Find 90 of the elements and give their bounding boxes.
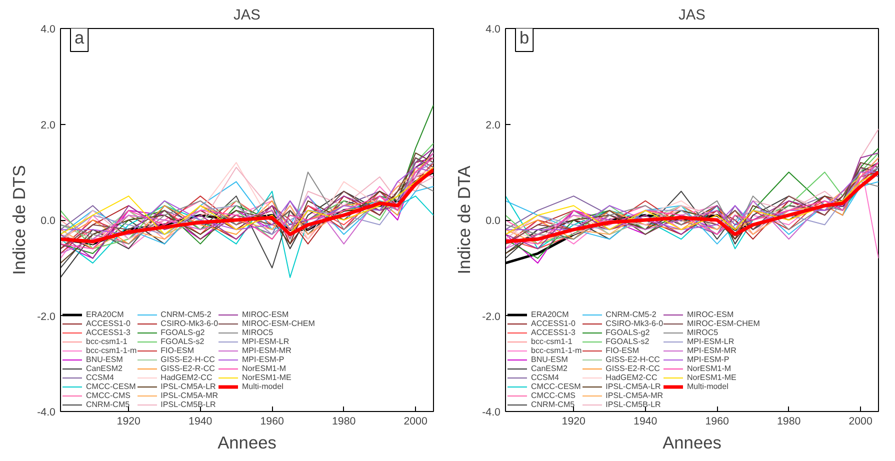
legend-label: IPSL-CM5B-LR <box>606 400 661 409</box>
legend-label: MIROC5 <box>242 328 274 337</box>
legend-label: IPSL-CM5A-LR <box>606 382 661 391</box>
legend-label: ACCESS1-0 <box>531 319 576 328</box>
legend-label: FIO-ESM <box>606 346 640 355</box>
legend-label: IPSL-CM5A-LR <box>160 382 216 391</box>
legend-label: BNU-ESM <box>531 355 568 364</box>
legend-label: IPSL-CM5A-MR <box>160 391 218 400</box>
y-tick-label: -4.0 <box>37 406 56 418</box>
legend-label: CanESM2 <box>531 364 568 373</box>
legend-label: HadGEM2-CC <box>606 373 658 382</box>
legend-label: CNRM-CM5-2 <box>606 310 656 319</box>
legend-label: MPI-ESM-P <box>687 355 730 364</box>
legend-label: CSIRO-Mk3-6-0 <box>606 319 664 328</box>
legend-label: ERA20CM <box>531 310 569 319</box>
x-tick-label: 1960 <box>705 416 730 428</box>
legend-label: CNRM-CM5 <box>531 400 575 409</box>
legend-label: MIROC-ESM-CHEM <box>687 319 760 328</box>
legend-label: CMCC-CESM <box>86 382 136 391</box>
legend-label: CCSM4 <box>531 373 560 382</box>
legend-label: NorESM1-M <box>242 364 286 373</box>
x-tick-label: 1920 <box>562 416 586 428</box>
y-tick-label: 0.0 <box>40 215 56 227</box>
x-tick-label: 2000 <box>848 416 872 428</box>
legend-label: GISS-E2-H-CC <box>160 355 215 364</box>
x-tick-label: 1960 <box>260 416 284 428</box>
legend-label: ACCESS1-3 <box>86 328 130 337</box>
legend-label: NorESM1-ME <box>687 373 736 382</box>
legend-label: GISS-E2-R-CC <box>606 364 660 373</box>
x-axis-title: Annees <box>218 432 277 452</box>
chart-title: JAS <box>678 8 706 24</box>
legend-label: CMCC-CMS <box>86 391 130 400</box>
legend-label: CMCC-CESM <box>531 382 581 391</box>
legend-label: MPI-ESM-LR <box>242 337 290 346</box>
legend-label: MPI-ESM-P <box>242 355 284 364</box>
legend-label: MIROC5 <box>687 328 718 337</box>
legend-label: CNRM-CM5-2 <box>160 310 212 319</box>
legend-label: NorESM1-M <box>687 364 732 373</box>
legend-label: bcc-csm1-1-m <box>86 346 137 355</box>
legend-label: MIROC-ESM <box>242 310 289 319</box>
legend-label: ERA20CM <box>86 310 124 319</box>
y-tick-label: -2.0 <box>482 310 501 323</box>
legend-label: bcc-csm1-1 <box>531 337 572 346</box>
annotation: b <box>520 28 530 48</box>
y-tick-label: 2.0 <box>40 119 56 132</box>
legend-label: BNU-ESM <box>86 355 123 364</box>
legend-label: MPI-ESM-MR <box>242 346 292 355</box>
x-tick-label: 2000 <box>404 416 428 428</box>
legend-label: GISS-E2-H-CC <box>606 355 660 364</box>
legend-label: Multi-model <box>242 382 284 391</box>
legend-label: GISS-E2-R-CC <box>160 364 215 373</box>
y-tick-label: -2.0 <box>37 310 56 323</box>
legend-label: MIROC-ESM-CHEM <box>242 319 315 328</box>
y-tick-label: -4.0 <box>482 406 501 418</box>
legend-label: CSIRO-Mk3-6-0 <box>160 319 218 328</box>
legend-label: FGOALS-g2 <box>160 328 205 337</box>
y-axis-title: Indice de DTA <box>454 165 474 274</box>
x-tick-label: 1980 <box>776 416 801 428</box>
legend-label: bcc-csm1-1 <box>86 337 128 346</box>
y-tick-label: 4.0 <box>40 24 56 36</box>
legend-label: IPSL-CM5A-MR <box>606 391 664 400</box>
annotation: a <box>74 28 84 48</box>
legend-label: FGOALS-s2 <box>160 337 204 346</box>
legend-label: CanESM2 <box>86 364 122 373</box>
legend-label: FGOALS-g2 <box>606 328 650 337</box>
x-tick-label: 1920 <box>116 416 141 428</box>
chart-title: JAS <box>234 8 261 24</box>
legend-label: ACCESS1-0 <box>86 319 130 328</box>
legend-label: FGOALS-s2 <box>606 337 650 346</box>
y-tick-label: 0.0 <box>486 215 501 227</box>
y-axis-title: Indice de DTS <box>9 165 30 275</box>
legend-label: Multi-model <box>687 382 728 391</box>
legend-label: MPI-ESM-LR <box>687 337 734 346</box>
legend-label: CMCC-CMS <box>531 391 576 400</box>
legend-label: MIROC-ESM <box>687 310 734 319</box>
x-tick-label: 1980 <box>332 416 356 428</box>
x-tick-label: 1940 <box>634 416 658 428</box>
legend-label: IPSL-CM5B-LR <box>160 400 216 409</box>
y-tick-label: 4.0 <box>486 24 501 36</box>
legend-label: CNRM-CM5 <box>86 400 130 409</box>
legend-label: HadGEM2-CC <box>160 373 212 382</box>
legend-label: ACCESS1-3 <box>531 328 576 337</box>
legend-label: bcc-csm1-1-m <box>531 346 582 355</box>
x-tick-label: 1940 <box>188 416 212 428</box>
legend-label: MPI-ESM-MR <box>687 346 736 355</box>
x-axis-title: Annees <box>662 432 722 452</box>
y-tick-label: 2.0 <box>486 119 501 132</box>
legend-label: NorESM1-ME <box>242 373 292 382</box>
legend-label: CCSM4 <box>86 373 114 382</box>
legend-label: FIO-ESM <box>160 346 194 355</box>
